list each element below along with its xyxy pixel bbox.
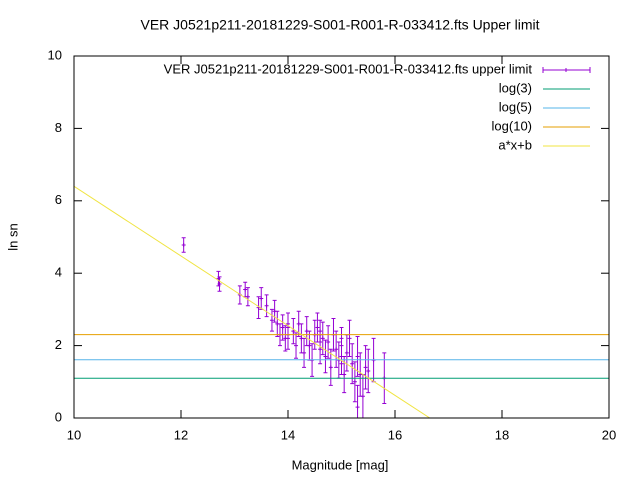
point (318, 347, 323, 352)
point (355, 405, 360, 410)
line (74, 185, 431, 418)
legend-label: log(10) (492, 118, 532, 133)
point (360, 394, 365, 399)
point (334, 347, 339, 352)
y-axis-label: ln sn (5, 223, 20, 250)
point (344, 350, 349, 355)
x-tick-label: 12 (174, 427, 188, 442)
legend-label: log(5) (499, 99, 532, 114)
x-tick-label: 16 (388, 427, 402, 442)
point (181, 242, 186, 247)
point (363, 365, 368, 370)
point (291, 329, 296, 334)
legend-key (542, 67, 591, 73)
y-tick-label: 10 (48, 47, 62, 62)
x-axis-label: Magnitude [mag] (292, 457, 389, 472)
point (350, 361, 355, 366)
point (323, 354, 328, 359)
point (294, 343, 299, 348)
point (355, 354, 360, 359)
legend-label: a*x+b (498, 137, 532, 152)
y-tick-label: 8 (55, 120, 62, 135)
point (286, 336, 290, 341)
point (352, 379, 357, 384)
plot-area (74, 185, 609, 418)
point (280, 325, 285, 330)
plot-border (73, 55, 610, 419)
x-tick-label: 18 (495, 427, 509, 442)
y-tick-label: 6 (55, 192, 62, 207)
point (302, 350, 307, 355)
point (269, 318, 274, 323)
y-tick-label: 4 (55, 265, 62, 280)
y-tick-label: 2 (55, 337, 62, 352)
point (326, 339, 331, 344)
x-tick-label: 10 (67, 427, 81, 442)
point (243, 287, 248, 292)
point (307, 343, 312, 348)
point (320, 336, 325, 341)
y-tick-label: 0 (55, 409, 62, 424)
point (318, 329, 323, 334)
point (328, 365, 333, 370)
point (315, 325, 320, 330)
legend-label: VER J0521p211-20181229-S001-R001-R-03341… (164, 61, 533, 76)
point (339, 354, 344, 359)
point (347, 336, 352, 341)
point (264, 303, 269, 308)
x-tick-label: 14 (281, 427, 295, 442)
point (366, 368, 371, 373)
point (259, 296, 264, 301)
x-tick-label: 20 (602, 427, 616, 442)
point (245, 294, 250, 299)
legend-label: log(3) (499, 80, 532, 95)
chart-title: VER J0521p211-20181229-S001-R001-R-03341… (141, 17, 540, 33)
point (217, 282, 222, 287)
